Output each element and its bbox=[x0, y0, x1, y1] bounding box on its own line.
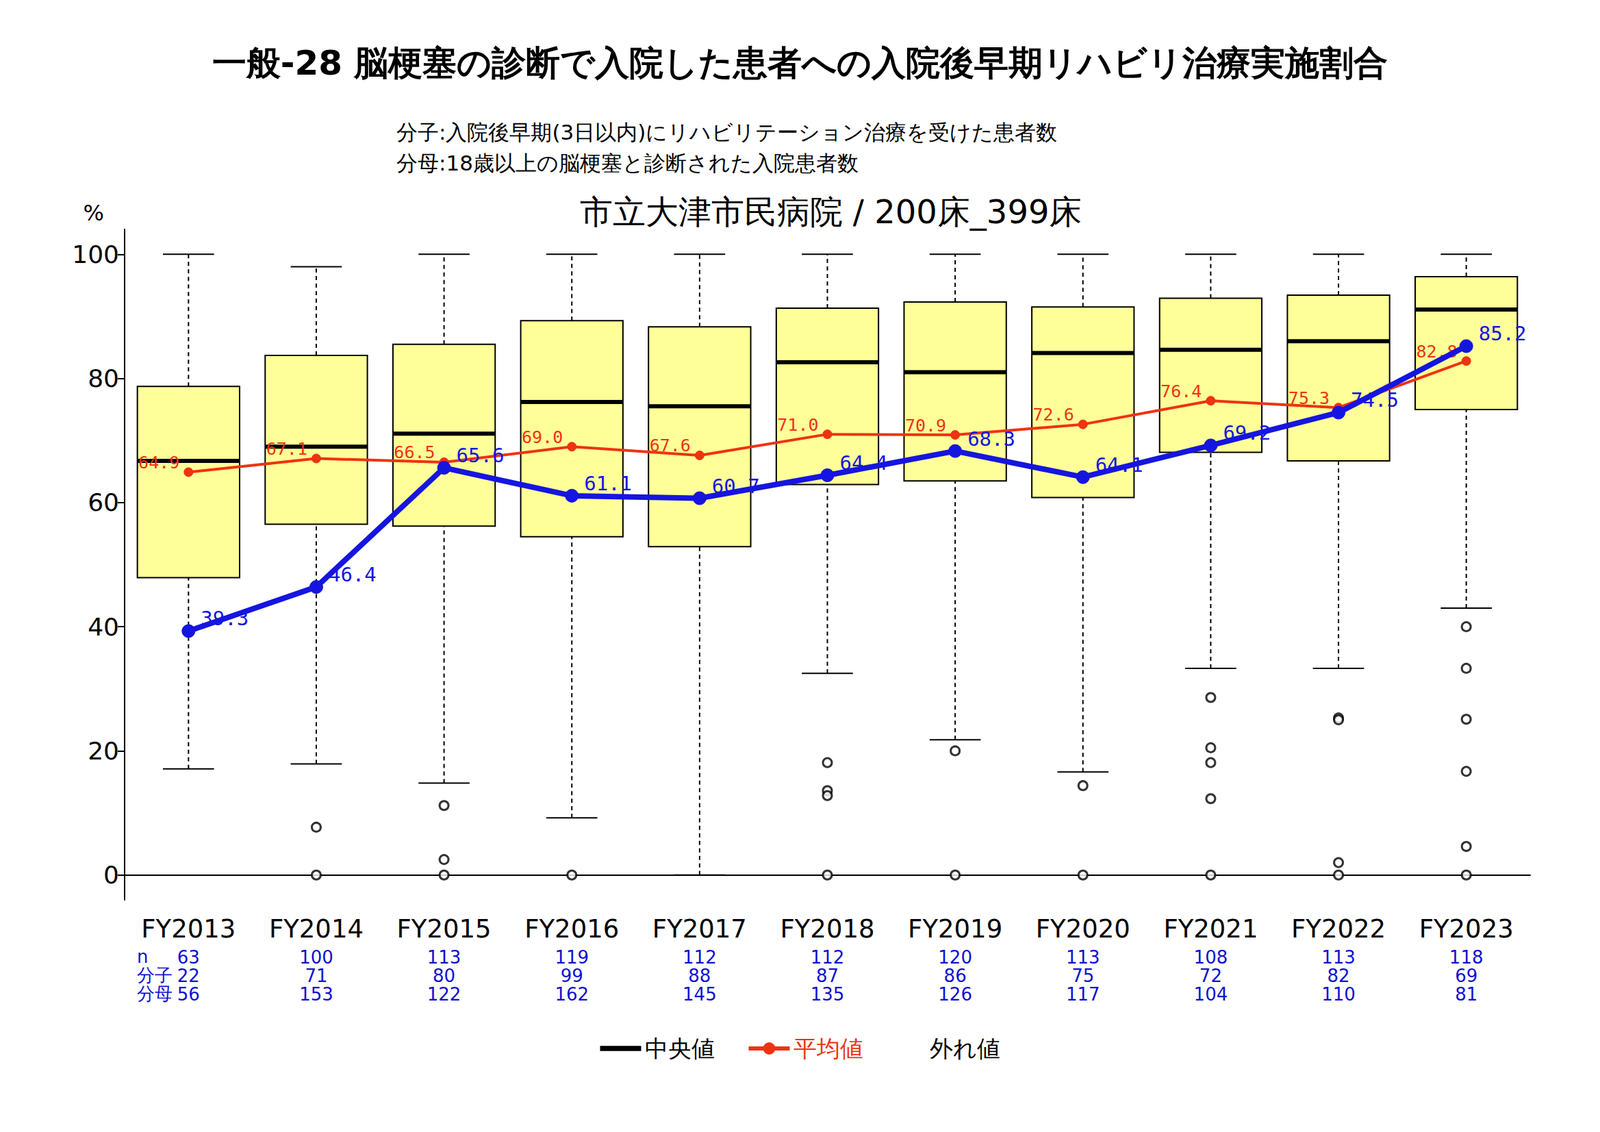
svg-text:71: 71 bbox=[304, 965, 328, 986]
svg-text:分母:18歳以上の脳梗塞と診断された入院患者数: 分母:18歳以上の脳梗塞と診断された入院患者数 bbox=[396, 150, 859, 176]
svg-text:61.1: 61.1 bbox=[583, 471, 632, 495]
svg-text:72.6: 72.6 bbox=[1033, 404, 1075, 425]
svg-text:60.7: 60.7 bbox=[712, 474, 760, 498]
svg-text:100: 100 bbox=[299, 946, 334, 968]
svg-text:68.3: 68.3 bbox=[967, 427, 1016, 451]
svg-text:FY2018: FY2018 bbox=[779, 913, 875, 944]
svg-text:39.3: 39.3 bbox=[200, 606, 249, 630]
svg-text:中央値: 中央値 bbox=[644, 1034, 715, 1062]
svg-text:市立大津市民病院 / 200床_399床: 市立大津市民病院 / 200床_399床 bbox=[579, 192, 1083, 231]
svg-text:81: 81 bbox=[1454, 983, 1478, 1005]
svg-text:65.6: 65.6 bbox=[456, 443, 505, 467]
svg-text:FY2014: FY2014 bbox=[269, 913, 364, 944]
svg-text:70.9: 70.9 bbox=[905, 415, 947, 436]
svg-text:20: 20 bbox=[87, 736, 120, 765]
svg-text:FY2013: FY2013 bbox=[141, 913, 236, 944]
svg-text:一般-28 脳梗塞の診断で入院した患者への入院後早期リハビリ: 一般-28 脳梗塞の診断で入院した患者への入院後早期リハビリ治療実施割合 bbox=[212, 43, 1389, 83]
svg-text:69: 69 bbox=[1454, 965, 1478, 986]
svg-text:n: n bbox=[136, 946, 148, 967]
svg-text:112: 112 bbox=[810, 946, 845, 968]
svg-text:外れ値: 外れ値 bbox=[929, 1034, 1001, 1062]
svg-text:108: 108 bbox=[1194, 946, 1229, 968]
svg-text:64.9: 64.9 bbox=[138, 452, 180, 473]
svg-text:119: 119 bbox=[554, 946, 589, 968]
svg-text:71.0: 71.0 bbox=[777, 414, 819, 435]
svg-text:67.1: 67.1 bbox=[266, 438, 308, 459]
svg-text:56: 56 bbox=[177, 983, 200, 1005]
svg-text:113: 113 bbox=[427, 946, 462, 968]
svg-text:87: 87 bbox=[816, 965, 839, 986]
svg-text:104: 104 bbox=[1194, 983, 1229, 1005]
svg-text:76.4: 76.4 bbox=[1160, 381, 1202, 402]
svg-text:80: 80 bbox=[87, 364, 120, 393]
svg-text:72: 72 bbox=[1199, 965, 1223, 986]
svg-text:75: 75 bbox=[1071, 965, 1095, 986]
svg-text:69.0: 69.0 bbox=[521, 427, 563, 448]
svg-text:FY2022: FY2022 bbox=[1291, 913, 1386, 944]
svg-text:100: 100 bbox=[71, 240, 120, 269]
svg-text:135: 135 bbox=[810, 983, 845, 1005]
svg-text:122: 122 bbox=[427, 983, 462, 1005]
svg-text:64.4: 64.4 bbox=[840, 451, 888, 475]
svg-text:153: 153 bbox=[299, 983, 334, 1005]
svg-text:85.2: 85.2 bbox=[1478, 321, 1527, 346]
svg-text:FY2021: FY2021 bbox=[1163, 913, 1258, 944]
svg-text:63: 63 bbox=[177, 946, 200, 968]
svg-text:74.5: 74.5 bbox=[1350, 388, 1399, 412]
svg-text:FY2019: FY2019 bbox=[907, 913, 1003, 944]
svg-text:80: 80 bbox=[432, 965, 456, 986]
svg-text:82.8: 82.8 bbox=[1416, 341, 1458, 362]
svg-text:82: 82 bbox=[1326, 965, 1350, 986]
svg-text:0: 0 bbox=[103, 860, 120, 889]
svg-text:113: 113 bbox=[1321, 946, 1356, 968]
svg-text:%: % bbox=[83, 199, 105, 226]
svg-text:118: 118 bbox=[1449, 946, 1484, 968]
svg-text:64.1: 64.1 bbox=[1095, 453, 1144, 477]
svg-text:分子: 分子 bbox=[136, 964, 173, 986]
svg-text:99: 99 bbox=[560, 965, 584, 986]
svg-text:126: 126 bbox=[937, 983, 973, 1005]
svg-text:162: 162 bbox=[554, 983, 589, 1005]
svg-text:22: 22 bbox=[177, 965, 200, 986]
svg-text:分母: 分母 bbox=[136, 983, 173, 1004]
svg-text:60: 60 bbox=[87, 488, 120, 517]
svg-text:67.6: 67.6 bbox=[649, 435, 691, 456]
svg-text:平均値: 平均値 bbox=[793, 1034, 864, 1062]
svg-text:FY2017: FY2017 bbox=[652, 913, 747, 944]
svg-text:112: 112 bbox=[682, 946, 717, 968]
svg-text:66.5: 66.5 bbox=[393, 442, 435, 463]
svg-text:110: 110 bbox=[1321, 983, 1356, 1005]
svg-text:113: 113 bbox=[1065, 946, 1101, 968]
svg-text:分子:入院後早期(3日以内)にリハビリテーション治療を受けた: 分子:入院後早期(3日以内)にリハビリテーション治療を受けた患者数 bbox=[396, 119, 1058, 145]
svg-text:75.3: 75.3 bbox=[1288, 388, 1330, 409]
svg-text:FY2023: FY2023 bbox=[1419, 913, 1514, 944]
svg-text:40: 40 bbox=[87, 612, 120, 641]
svg-text:88: 88 bbox=[688, 965, 711, 986]
svg-text:69.2: 69.2 bbox=[1222, 421, 1271, 445]
svg-text:120: 120 bbox=[937, 946, 973, 968]
svg-text:117: 117 bbox=[1065, 983, 1101, 1005]
svg-text:FY2016: FY2016 bbox=[524, 913, 619, 944]
svg-text:46.4: 46.4 bbox=[328, 562, 377, 587]
svg-text:FY2015: FY2015 bbox=[397, 913, 492, 944]
svg-text:145: 145 bbox=[682, 983, 717, 1005]
svg-text:FY2020: FY2020 bbox=[1035, 913, 1131, 944]
svg-text:86: 86 bbox=[944, 965, 967, 986]
